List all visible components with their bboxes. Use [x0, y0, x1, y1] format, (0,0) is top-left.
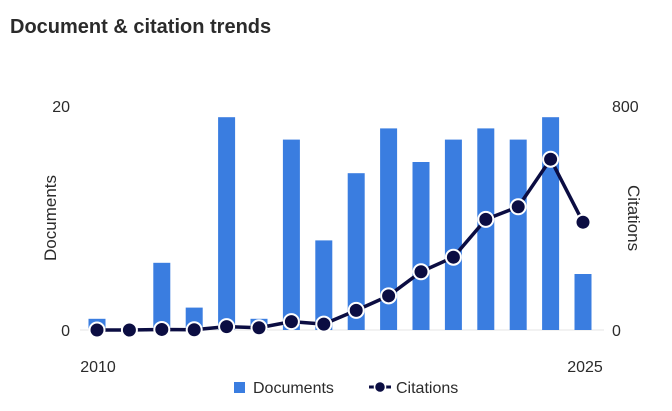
bar-documents-2024 [542, 117, 560, 330]
citations-point-2022 [477, 210, 495, 228]
citations-point-2016 [282, 313, 300, 331]
citations-point-2025 [574, 213, 592, 231]
citations-point-2020 [412, 263, 430, 281]
bar-documents-2021 [444, 139, 462, 330]
y-right-tick-max: 800 [612, 99, 639, 116]
citations-point-2011 [120, 321, 138, 339]
y-left-tick-min: 0 [61, 323, 70, 340]
citations-point-2013 [185, 321, 203, 339]
citations-point-2014 [218, 318, 236, 336]
legend-documents-swatch [234, 382, 245, 393]
bar-documents-2014 [218, 117, 236, 330]
bar-documents-2017 [315, 240, 333, 330]
bar-documents-2020 [412, 162, 430, 330]
citations-point-2019 [380, 287, 398, 305]
citations-point-2017 [315, 315, 333, 333]
legend-documents-label: Documents [253, 380, 334, 397]
bar-documents-2022 [477, 128, 495, 330]
x-tick-start: 2010 [80, 359, 116, 376]
bar-documents-2019 [380, 128, 398, 330]
bar-documents-2025 [574, 274, 592, 330]
citations-point-2010 [88, 321, 106, 339]
bar-documents-2023 [509, 139, 527, 330]
x-tick-end: 2025 [567, 359, 603, 376]
chart-title: Document & citation trends [10, 16, 272, 38]
bar-documents-2016 [282, 139, 300, 330]
citations-point-2023 [509, 198, 527, 216]
y-left-tick-max: 20 [52, 99, 70, 116]
y-right-tick-min: 0 [612, 323, 621, 340]
citations-point-2018 [347, 301, 365, 319]
bar-documents-2012 [153, 262, 171, 330]
legend-citations-marker [373, 380, 387, 394]
citations-point-2024 [542, 150, 560, 168]
y-left-axis-title: Documents [41, 175, 60, 261]
bar-documents-2018 [347, 173, 365, 330]
y-right-axis-title: Citations [624, 185, 643, 251]
citations-line [97, 157, 585, 332]
citations-point-2015 [250, 319, 268, 337]
citations-point-2012 [153, 320, 171, 338]
legend-citations-label: Citations [396, 380, 458, 397]
citations-point-2021 [444, 248, 462, 266]
